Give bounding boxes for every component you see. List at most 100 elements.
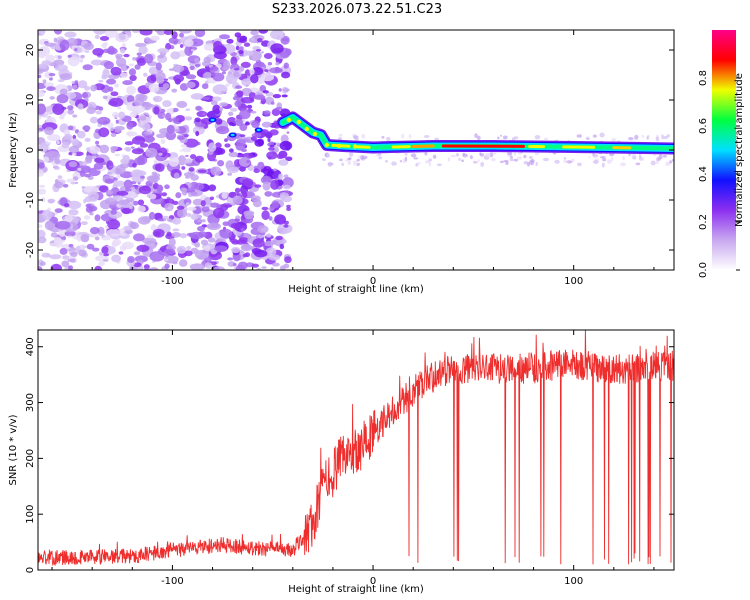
spectrogram-noise-blob	[128, 68, 137, 76]
spectrogram-noise-blob	[146, 234, 155, 239]
spectrogram-noise-blob	[232, 263, 237, 267]
spectrogram-noise-blob	[110, 127, 114, 132]
spectrogram-noise-blob	[67, 56, 80, 67]
spectrogram-noise-blob	[283, 174, 289, 178]
spectrogram-noise-blob	[161, 192, 168, 197]
spectrogram-noise-blob	[179, 32, 184, 38]
spectrogram-noise-blob	[38, 266, 43, 270]
spectrogram-noise-blob	[576, 134, 583, 138]
spectrogram-y-tick-label: -10	[25, 192, 36, 208]
spectrogram-noise-blob	[54, 64, 68, 72]
spectrogram-noise-blob	[136, 52, 142, 56]
spectrogram-noise-blob	[114, 125, 125, 131]
spectrogram-noise-blob	[56, 140, 60, 145]
spectrogram-noise-blob	[240, 228, 245, 232]
spectrogram-noise-blob	[156, 133, 167, 139]
spectrogram-noise-blob	[160, 138, 166, 145]
spectrogram-noise-blob	[99, 251, 104, 256]
spectrogram-noise-blob	[80, 54, 85, 59]
spectrogram-noise-blob	[285, 190, 289, 194]
spectrogram-noise-blob	[184, 39, 194, 47]
spectrogram-noise-blob	[38, 169, 45, 177]
spectrogram-noise-blob	[210, 166, 222, 176]
spectrogram-noise-blob	[38, 103, 46, 115]
spectrogram-noise-blob	[275, 235, 284, 241]
spectrogram-noise-blob	[119, 245, 127, 251]
spectrogram-noise-blob	[126, 85, 137, 95]
spectrogram-noise-blob	[268, 254, 281, 261]
spectrogram-noise-blob	[93, 30, 106, 35]
spectrogram-noise-blob	[485, 152, 491, 157]
spectrogram-noise-blob	[41, 252, 51, 258]
spectrogram-noise-blob	[72, 134, 77, 140]
spectrogram-strong-blob-core	[210, 118, 215, 122]
spectrogram-noise-blob	[237, 152, 242, 156]
spectrogram-noise-blob	[67, 200, 82, 210]
spectrogram-noise-blob	[386, 136, 391, 142]
spectrogram-noise-blob	[154, 231, 161, 237]
spectrogram-noise-blob	[131, 148, 144, 155]
spectrogram-noise-blob	[171, 88, 178, 93]
spectrogram-noise-blob	[634, 134, 639, 140]
spectrogram-noise-blob	[620, 162, 627, 167]
spectrogram-noise-blob	[110, 132, 117, 137]
spectrogram-noise-blob	[215, 118, 223, 125]
spectrogram-noise-blob	[285, 156, 293, 162]
spectrogram-noise-blob	[86, 243, 95, 250]
spectrogram-x-tick-label: 0	[370, 276, 376, 287]
spectrogram-noise-blob	[194, 117, 201, 123]
spectrogram-noise-blob	[53, 30, 63, 35]
spectrogram-noise-blob	[71, 138, 80, 146]
spectrogram-noise-blob	[236, 90, 244, 98]
spectrogram-noise-blob	[163, 78, 169, 81]
spectrogram-noise-blob	[126, 121, 134, 130]
spectrogram-noise-blob	[140, 175, 145, 179]
spectrogram-noise-blob	[480, 161, 485, 167]
spectrogram-noise-blob	[110, 66, 122, 76]
spectrogram-y-tick-label: 10	[25, 94, 36, 107]
chart-title: S233.2026.073.22.51.C23	[272, 2, 442, 17]
spectrogram-noise-blob	[43, 156, 50, 163]
spectrogram-noise-blob	[635, 162, 641, 166]
spectrogram-noise-blob	[164, 258, 169, 261]
spectrogram-noise-blob	[53, 166, 60, 170]
spectrogram-noise-blob	[263, 53, 273, 59]
spectrogram-noise-blob	[98, 261, 105, 267]
spectrogram-noise-blob	[122, 43, 126, 47]
spectrogram-noise-blob	[185, 108, 191, 111]
spectrogram-noise-blob	[523, 154, 527, 159]
spectrogram-noise-blob	[279, 140, 293, 151]
spectrogram-noise-blob	[45, 42, 56, 47]
spectrogram-noise-blob	[469, 155, 473, 160]
spectrogram-noise-blob	[118, 111, 126, 119]
spectrogram-noise-blob	[125, 148, 131, 152]
spectrogram-bright-spot	[352, 144, 358, 149]
spectrogram-noise-blob	[104, 30, 118, 38]
spectrogram-noise-blob	[269, 129, 279, 136]
spectrogram-noise-blob	[47, 134, 61, 142]
spectrogram-noise-blob	[599, 132, 605, 138]
spectrogram-noise-blob	[513, 158, 519, 162]
spectrogram-noise-blob	[176, 208, 188, 218]
spectrogram-noise-blob	[281, 94, 288, 98]
spectrogram-noise-blob	[209, 196, 214, 201]
spectrogram-noise-blob	[94, 34, 100, 40]
spectrogram-noise-blob	[133, 233, 145, 242]
spectrogram-noise-blob	[665, 161, 671, 167]
spectrogram-noise-blob	[432, 154, 437, 159]
spectrogram-noise-blob	[179, 187, 188, 192]
spectrogram-noise-blob	[170, 51, 181, 60]
spectrogram-noise-blob	[216, 148, 226, 155]
spectrogram-noise-blob	[38, 47, 47, 59]
spectrogram-noise-blob	[62, 184, 69, 188]
spectrogram-noise-blob	[275, 62, 280, 66]
spectrogram-noise-blob	[202, 112, 206, 116]
spectrogram-noise-blob	[59, 39, 70, 51]
spectrogram-noise-blob	[250, 57, 254, 60]
spectrogram-hot-segment	[355, 145, 371, 149]
spectrogram-noise-blob	[213, 266, 225, 270]
spectrogram-noise-blob	[56, 94, 69, 104]
spectrogram-noise-blob	[149, 267, 159, 270]
spectrogram-noise-blob	[224, 138, 228, 143]
spectrogram-noise-blob	[85, 155, 93, 164]
